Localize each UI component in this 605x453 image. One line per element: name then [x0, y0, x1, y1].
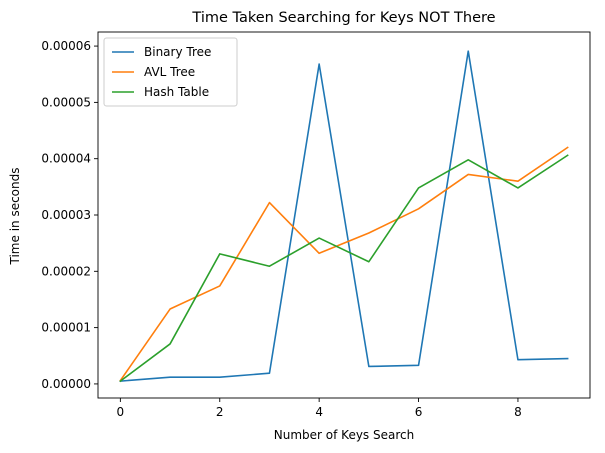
x-tick-label: 4 — [315, 405, 323, 419]
legend-label-0: Binary Tree — [144, 45, 211, 59]
x-axis-label: Number of Keys Search — [274, 428, 414, 442]
legend-label-2: Hash Table — [144, 85, 209, 99]
y-tick-label: 0.00005 — [41, 95, 91, 109]
y-tick-label: 0.00001 — [41, 321, 91, 335]
series-line-2 — [119, 154, 569, 383]
y-tick-label: 0.00006 — [41, 39, 91, 53]
y-axis-label: Time in seconds — [8, 168, 22, 266]
y-tick-label: 0.00002 — [41, 264, 91, 278]
series-line-1 — [119, 146, 569, 382]
legend: Binary Tree AVL Tree Hash Table — [103, 37, 238, 107]
x-tick-label: 8 — [514, 405, 522, 419]
legend-box — [103, 37, 238, 107]
series-line-0 — [119, 50, 569, 382]
y-tick-label: 0.00004 — [41, 152, 91, 166]
chart-title: Time Taken Searching for Keys NOT There — [191, 10, 495, 26]
x-tick-label: 6 — [415, 405, 423, 419]
x-tick-label: 0 — [117, 405, 125, 419]
y-tick-label: 0.00003 — [41, 208, 91, 222]
legend-label-1: AVL Tree — [144, 65, 195, 79]
y-tick-label: 0.00000 — [41, 377, 91, 391]
x-tick-label: 2 — [216, 405, 224, 419]
plot-area: 0 2 4 6 8 0.00000 0.00001 0.00002 0.00003 0.00004… — [41, 31, 591, 419]
